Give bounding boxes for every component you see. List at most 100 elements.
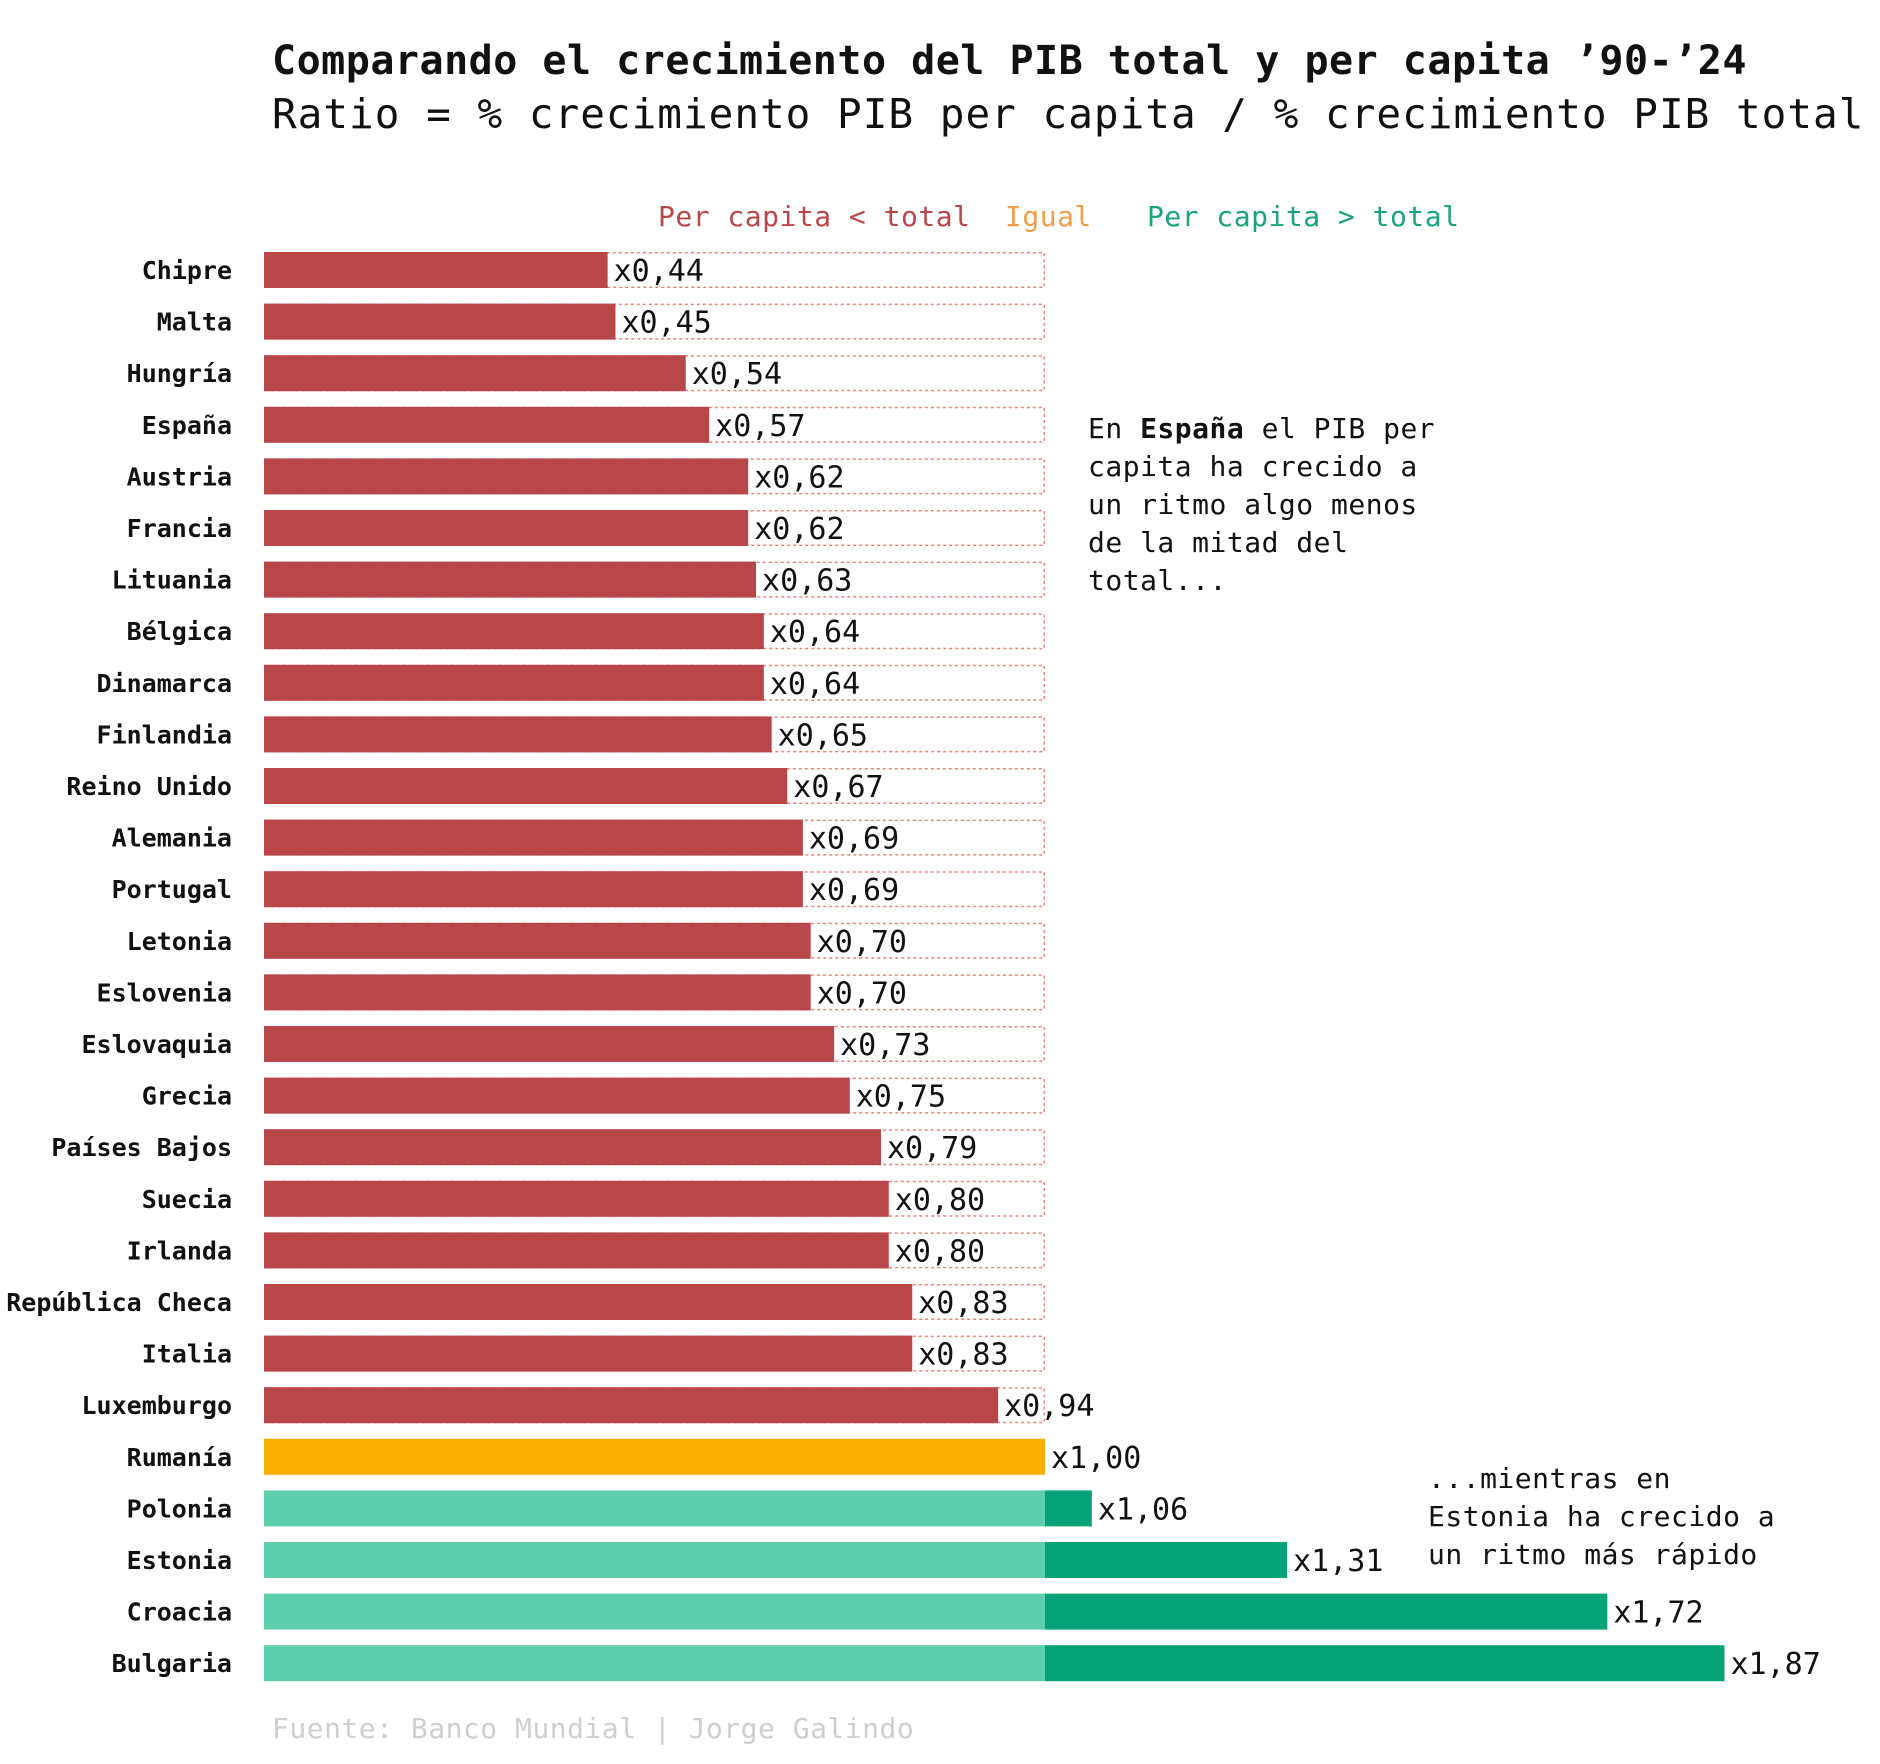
bar [264,252,608,288]
value-label: x0,83 [918,1338,1008,1373]
category-label: España [142,411,232,440]
bar-base [264,1542,1045,1578]
annotation-spain-bold: España [1140,412,1245,445]
bar [264,458,749,495]
value-label: x1,00 [1051,1441,1141,1476]
value-label: x0,63 [762,564,852,599]
value-label: x0,69 [809,873,899,908]
bar [264,303,616,340]
value-label: x1,72 [1613,1596,1703,1631]
value-label: x0,69 [809,822,899,857]
category-label: Estonia [127,1546,232,1575]
category-label: Luxemburgo [81,1391,232,1420]
bar [264,1438,1045,1475]
value-label: x0,73 [840,1028,930,1063]
bar [264,355,686,392]
value-label: x0,70 [817,925,907,960]
value-label: x0,62 [754,512,844,547]
bar [264,510,749,546]
source-note: Fuente: Banco Mundial | Jorge Galindo [272,1712,915,1745]
category-label: República Checa [6,1288,232,1317]
category-label: Grecia [142,1082,232,1111]
annotation-estonia: ...mientras en Estonia ha crecido a un r… [1428,1462,1776,1571]
value-label: x1,87 [1730,1647,1820,1682]
bar [264,1026,835,1062]
bar [264,819,803,856]
annotation-spain-rest: el PIB per capita ha crecido a un ritmo … [1088,412,1436,597]
category-label: Reino Unido [66,772,232,801]
chart-subtitle: Ratio = % crecimiento PIB per capita / %… [272,90,1865,138]
category-label: Alemania [112,824,232,853]
value-label: x0,70 [817,976,907,1011]
bar [264,613,764,650]
value-label: x1,06 [1098,1492,1188,1527]
category-label: Lituania [112,566,232,595]
category-label: Dinamarca [97,669,232,698]
bar-base [264,1593,1045,1630]
category-label: Finlandia [97,720,232,749]
category-label: Croacia [127,1598,232,1627]
category-label: Polonia [127,1494,232,1523]
bar [264,922,811,959]
bar [264,716,772,753]
bar [264,974,811,1011]
category-label: Francia [127,514,232,543]
bar [264,1077,850,1114]
bar-base [264,1490,1045,1527]
bar-excess [1045,1645,1725,1682]
category-label: Chipre [142,256,232,285]
category-label: Rumanía [127,1443,232,1472]
bar [264,1335,913,1372]
value-label: x0,62 [754,460,844,495]
value-label: x0,64 [770,667,860,702]
legend-below: Per capita < total [658,200,971,233]
bar-excess [1045,1542,1288,1578]
category-label: Irlanda [127,1236,232,1265]
value-label: x0,94 [1004,1389,1094,1424]
value-label: x0,79 [887,1131,977,1166]
bar [264,768,788,804]
bar-excess [1045,1490,1092,1527]
bar [264,1284,913,1320]
category-label: Bélgica [127,617,232,646]
value-label: x0,80 [895,1234,985,1269]
bar [264,1232,889,1269]
category-label: Suecia [142,1185,232,1214]
legend-equal: Igual [1005,200,1092,233]
value-label: x0,54 [692,357,782,392]
category-label: Austria [127,462,232,491]
value-label: x1,31 [1293,1544,1383,1579]
category-label: Países Bajos [51,1133,232,1162]
value-label: x0,64 [770,615,860,650]
category-label: Letonia [127,927,232,956]
legend-above: Per capita > total [1147,200,1460,233]
category-label: Eslovaquia [81,1030,232,1059]
bar [264,1129,881,1166]
bar [264,664,764,701]
bar [264,1387,999,1424]
value-label: x0,44 [614,254,704,289]
bar [264,871,803,908]
bar [264,406,710,443]
value-label: x0,67 [793,770,883,805]
value-label: x0,65 [778,718,868,753]
category-label: Bulgaria [112,1649,232,1678]
value-label: x0,45 [621,306,711,341]
value-label: x0,57 [715,409,805,444]
category-label: Italia [142,1340,232,1369]
category-label: Malta [157,308,232,337]
bar [264,561,757,598]
annotation-spain-prefix: En [1088,412,1141,445]
category-label: Portugal [112,875,232,904]
bar-base [264,1645,1045,1682]
category-label: Hungría [127,359,232,388]
bar [264,1180,889,1217]
chart-title: Comparando el crecimiento del PIB total … [272,38,1747,84]
value-label: x0,83 [918,1286,1008,1321]
annotation-spain: En España el PIB per capita ha crecido a… [1088,410,1435,600]
value-label: x0,80 [895,1183,985,1218]
bar-excess [1045,1593,1608,1630]
value-label: x0,75 [856,1080,946,1115]
category-label: Eslovenia [97,978,232,1007]
